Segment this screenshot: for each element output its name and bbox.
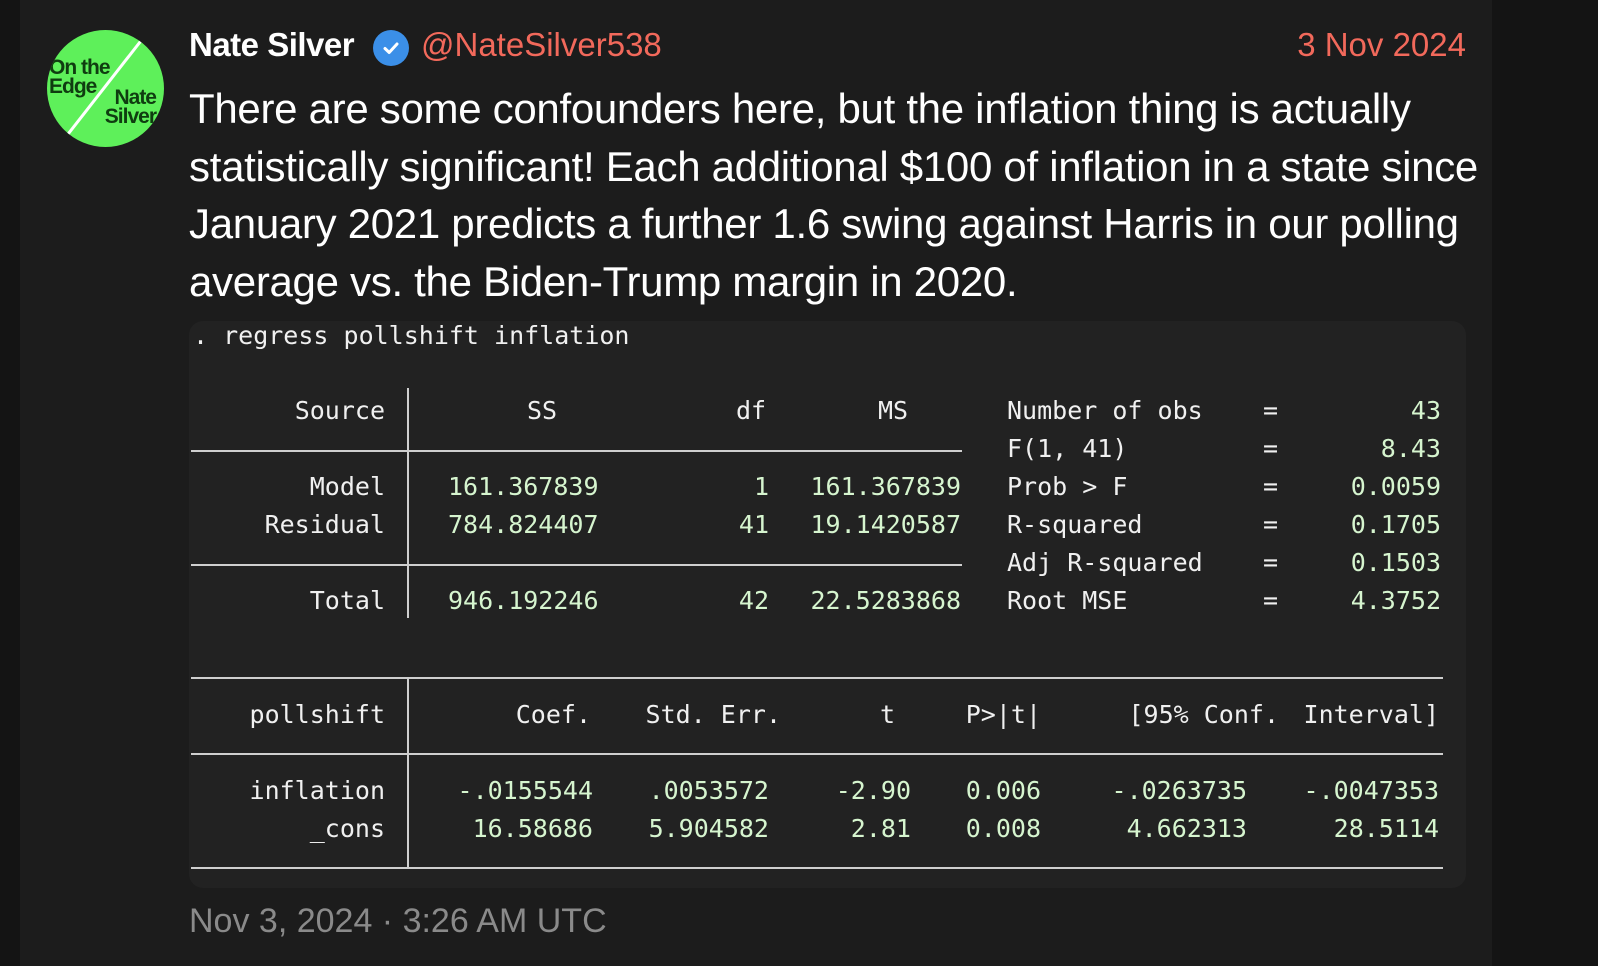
coef-cell: 4.662313 [1126,814,1247,843]
coef-header: Interval] [1303,700,1439,729]
coef-header-depvar: pollshift [249,700,385,729]
coef-cell: .0053572 [648,776,769,805]
author-handle[interactable]: @NateSilver538 [421,26,662,63]
anova-header-ms: MS [878,396,909,425]
anova-cell: 946.192246 [448,586,599,615]
coef-top-rule [191,677,1443,679]
coef-cell: 0.008 [965,814,1041,843]
anova-header-rule [191,450,962,452]
anova-header-ss: SS [527,396,558,425]
coef-cell: 0.006 [965,776,1041,805]
anova-row-label: Total [309,586,385,615]
coef-column-rule [407,679,409,869]
stat-equals: = [1263,548,1279,577]
coef-header: t [879,700,895,729]
anova-cell: 19.1420587 [810,510,961,539]
stata-output-image[interactable]: . regress pollshift inflation Source SS … [189,321,1466,888]
coef-cell: 5.904582 [648,814,769,843]
anova-cell: 161.367839 [810,472,961,501]
stat-value: 0.1705 [1350,510,1441,539]
post-text: There are some confounders here, but the… [189,85,1478,305]
coef-header: Std. Err. [645,700,781,729]
coef-cell: 16.58686 [472,814,593,843]
author-name[interactable]: Nate Silver [189,26,355,63]
anova-header-source: Source [294,396,385,425]
stat-value: 0.1503 [1350,548,1441,577]
anova-cell: 1 [753,472,769,501]
coef-row-label: _cons [309,814,385,843]
coef-cell: -.0263735 [1111,776,1247,805]
anova-cell: 42 [738,586,769,615]
stata-command: . regress pollshift inflation [193,321,630,350]
anova-cell: 41 [738,510,769,539]
verified-badge-icon [373,30,409,66]
anova-header-df: df [736,396,767,425]
stat-equals: = [1263,434,1279,463]
stat-equals: = [1263,510,1279,539]
stat-value: 4.3752 [1350,586,1441,615]
stat-equals: = [1263,586,1279,615]
anova-column-rule [407,388,409,618]
coef-cell: 2.81 [850,814,911,843]
stat-value: 0.0059 [1350,472,1441,501]
coef-cell: 28.5114 [1333,814,1439,843]
post-header: Nate Silver @NateSilver538 3 Nov 2024 [189,26,1466,66]
coef-header: P>|t| [965,700,1041,729]
anova-total-rule [191,564,962,566]
post-date[interactable]: 3 Nov 2024 [1297,26,1466,63]
anova-row-label: Model [309,472,385,501]
coef-cell: -.0047353 [1303,776,1439,805]
coef-bottom-rule [191,867,1443,869]
stat-value: 8.43 [1380,434,1441,463]
stat-equals: = [1263,396,1279,425]
stat-label: Adj R-squared [1007,548,1203,577]
stat-equals: = [1263,472,1279,501]
coef-header: [95% Conf. [1128,700,1279,729]
coef-row-label: inflation [249,776,385,805]
avatar-text-top: On the Edge [49,56,110,98]
coef-cell: -2.90 [835,776,911,805]
avatar-text-bottom: Nate Silver [104,86,157,128]
anova-row-label: Residual [264,510,385,539]
stat-label: R-squared [1007,510,1143,539]
stat-label: Root MSE [1007,586,1128,615]
anova-cell: 22.5283868 [810,586,961,615]
avatar[interactable]: On the Edge Nate Silver [47,30,164,147]
stat-label: Number of obs [1007,396,1203,425]
anova-cell: 784.824407 [448,510,599,539]
coef-cell: -.0155544 [457,776,593,805]
coef-header-rule [191,753,1443,755]
post-timestamp[interactable]: Nov 3, 2024 · 3:26 AM UTC [189,902,607,940]
stat-label: F(1, 41) [1007,434,1128,463]
stat-value: 43 [1410,396,1441,425]
stat-label: Prob > F [1007,472,1128,501]
coef-header: Coef. [515,700,591,729]
anova-cell: 161.367839 [448,472,599,501]
